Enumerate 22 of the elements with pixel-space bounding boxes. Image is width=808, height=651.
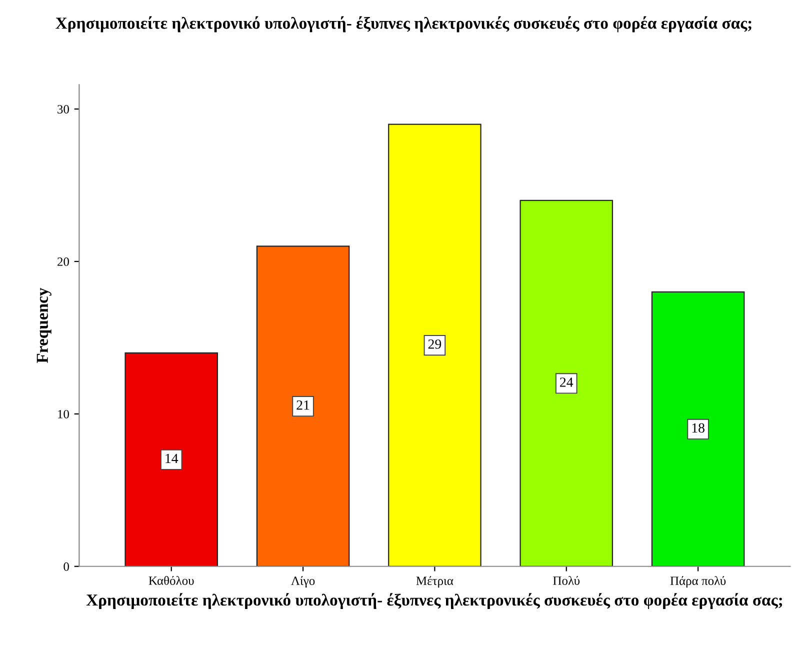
y-tick-label: 30	[58, 105, 69, 114]
x-axis-title: Χρησιμοποιείτε ηλεκτρονικό υπολογιστή- έξυπνες ηλεκτρονικές συσκευές στο φορέα εργασία σας;	[86, 593, 782, 610]
y-axis-title: Frequency	[36, 288, 52, 364]
data-label: 29	[428, 339, 442, 349]
x-tick-label: Καθόλου	[148, 576, 194, 585]
bar	[651, 291, 745, 566]
y-tick-label: 20	[58, 257, 69, 266]
x-tick-label: Μέτρια	[416, 576, 454, 588]
data-label: 21	[296, 400, 310, 410]
y-tick-label: 10	[58, 410, 69, 418]
bar	[520, 200, 614, 566]
chart-title: Χρησιμοποιείτε ηλεκτρονικό υπολογιστή- έξυπνες ηλεκτρονικές συσκευές στο φορέα εργασία σας;	[56, 16, 752, 32]
x-tick-label: Λίγο	[291, 576, 315, 588]
data-label: 14	[166, 454, 178, 463]
x-tick-label: Πολύ	[553, 576, 580, 585]
x-tick-label: Πάρα πολύ	[670, 576, 726, 588]
data-label: 18	[692, 423, 704, 433]
bar	[388, 124, 482, 566]
bar	[256, 246, 350, 566]
data-label: 24	[560, 378, 574, 387]
bar	[124, 352, 218, 566]
y-tick-label: 0	[64, 562, 69, 571]
